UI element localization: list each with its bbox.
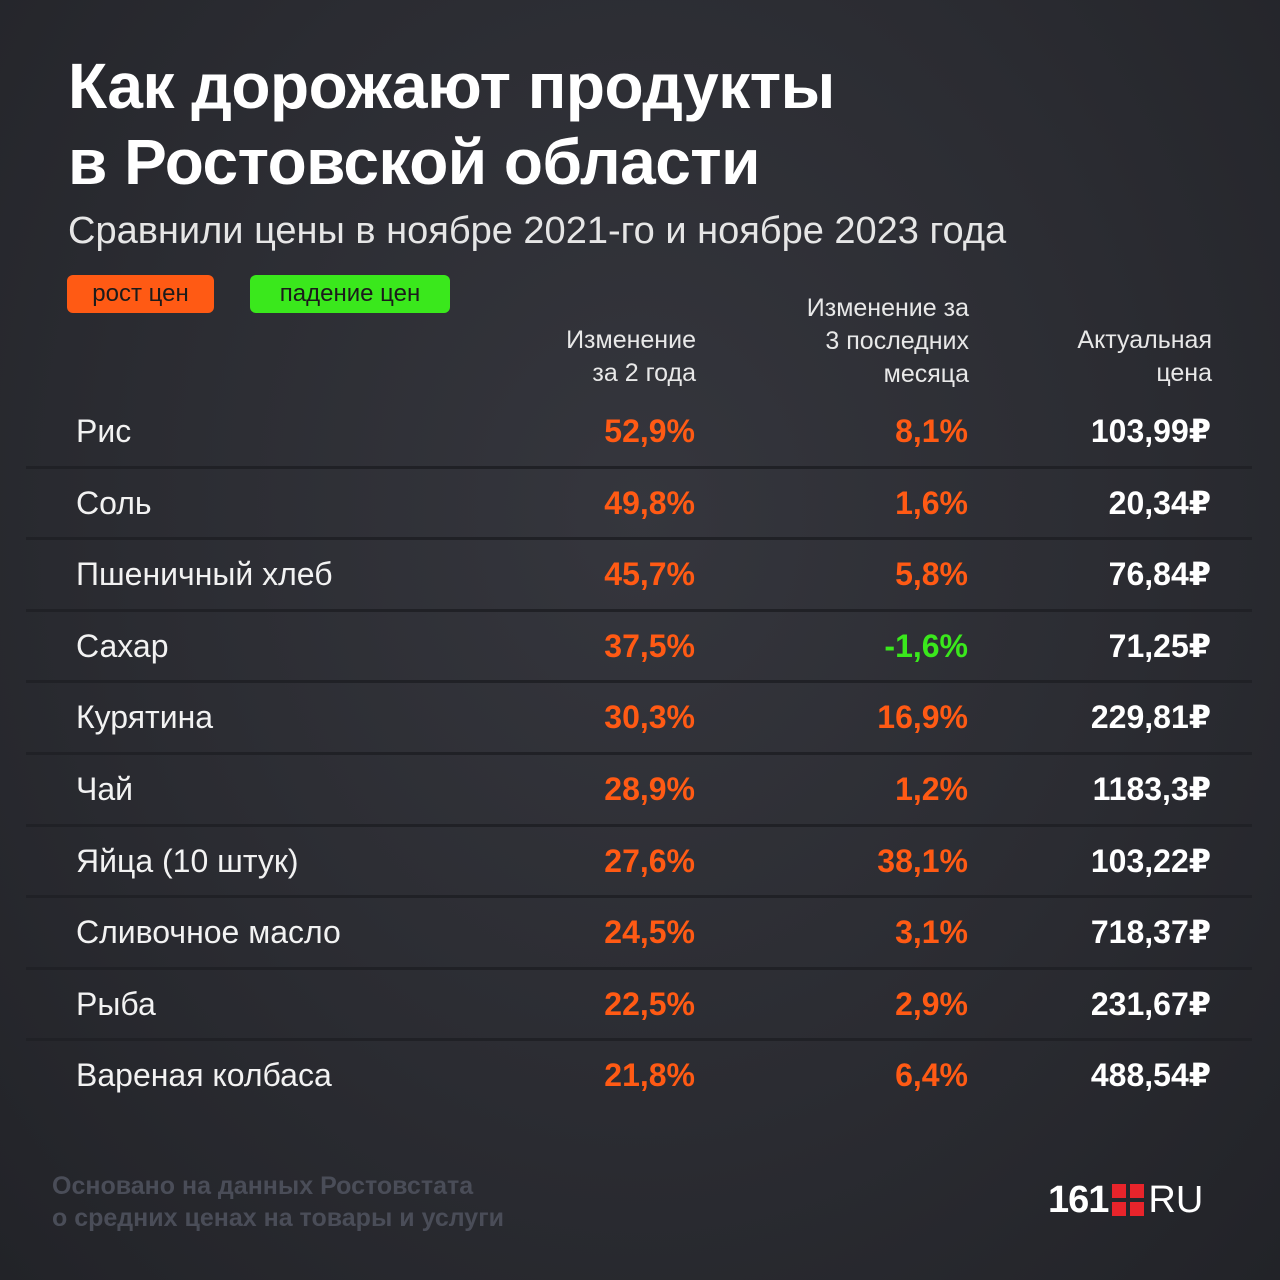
change-3m-value: 3,1% xyxy=(895,914,968,951)
change-2y-value: 28,9% xyxy=(604,770,695,807)
product-name: Соль xyxy=(76,484,152,521)
product-name: Сливочное масло xyxy=(76,914,341,951)
current-price: 20,34₽ xyxy=(1108,484,1211,521)
current-price: 103,99₽ xyxy=(1090,413,1211,449)
table-row: Чай 28,9% 1,2% 1183,3₽ xyxy=(26,755,1252,827)
current-price: 231,67₽ xyxy=(1090,985,1211,1022)
current-price: 1183,3₽ xyxy=(1092,770,1211,807)
product-name: Рыба xyxy=(76,985,156,1022)
product-name: Чай xyxy=(76,770,133,807)
table-row: Рыба 22,5% 2,9% 231,67₽ xyxy=(26,970,1252,1042)
change-2y-value: 22,5% xyxy=(604,985,695,1022)
logo-number: 161 xyxy=(1048,1179,1109,1221)
column-header-change-3m: Изменение за 3 последних месяца xyxy=(806,294,969,388)
page-title: Как дорожают продукты в Ростовской облас… xyxy=(68,48,835,200)
product-name: Яйца (10 штук) xyxy=(76,842,299,879)
subtitle: Сравнили цены в ноябре 2021-го и ноябре … xyxy=(68,210,1007,252)
source-note-line-1: Основано на данных Ростовстата xyxy=(52,1172,474,1200)
change-2y-value: 24,5% xyxy=(604,914,695,951)
table-row: Яйца (10 штук) 27,6% 38,1% 103,22₽ xyxy=(26,827,1252,899)
change-2y-value: 30,3% xyxy=(604,699,695,736)
product-name: Курятина xyxy=(76,699,214,736)
change-3m-value: 1,6% xyxy=(895,484,968,521)
change-3m-value: 38,1% xyxy=(877,842,968,879)
table-row: Рис 52,9% 8,1% 103,99₽ xyxy=(26,397,1252,469)
product-name: Сахар xyxy=(76,627,169,664)
site-logo: 161 RU xyxy=(1048,1178,1203,1222)
change-3m-value: 8,1% xyxy=(895,413,968,449)
change-2y-value: 21,8% xyxy=(604,1057,695,1094)
current-price: 718,37₽ xyxy=(1090,914,1211,951)
change-3m-value: 16,9% xyxy=(877,699,968,736)
product-name: Пшеничный хлеб xyxy=(76,556,333,593)
table-row: Соль 49,8% 1,6% 20,34₽ xyxy=(26,469,1252,541)
legend-price-increase: рост цен xyxy=(67,275,214,313)
change-3m-value: 2,9% xyxy=(895,985,968,1022)
table-row: Курятина 30,3% 16,9% 229,81₽ xyxy=(26,683,1252,755)
column-header-change-2y: Изменение за 2 года xyxy=(566,326,696,387)
price-table: Рис 52,9% 8,1% 103,99₽ Соль 49,8% 1,6% 20,34₽ Пш… xyxy=(26,397,1252,1113)
change-3m-value: -1,6% xyxy=(884,627,968,664)
change-3m-value: 6,4% xyxy=(895,1057,968,1094)
change-2y-value: 27,6% xyxy=(604,842,695,879)
change-3m-value: 5,8% xyxy=(895,556,968,593)
table-row: Сливочное масло 24,5% 3,1% 718,37₽ xyxy=(26,898,1252,970)
change-2y-value: 45,7% xyxy=(604,556,695,593)
column-header-price: Актуальная цена xyxy=(1077,326,1212,387)
title-line-1: Как дорожают продукты xyxy=(68,50,835,122)
title-line-2: в Ростовской области xyxy=(68,126,760,198)
change-2y-value: 49,8% xyxy=(604,484,695,521)
current-price: 103,22₽ xyxy=(1090,842,1211,879)
change-2y-value: 52,9% xyxy=(604,413,695,449)
source-note-line-2: о средних ценах на товары и услуги xyxy=(52,1204,504,1232)
table-row: Вареная колбаса 21,8% 6,4% 488,54₽ xyxy=(26,1041,1252,1113)
change-2y-value: 37,5% xyxy=(604,627,695,664)
product-name: Рис xyxy=(76,413,132,449)
current-price: 71,25₽ xyxy=(1108,627,1211,664)
change-3m-value: 1,2% xyxy=(895,770,968,807)
legend-price-decrease: падение цен xyxy=(250,275,450,313)
product-name: Вареная колбаса xyxy=(76,1057,332,1094)
table-row: Пшеничный хлеб 45,7% 5,8% 76,84₽ xyxy=(26,540,1252,612)
current-price: 229,81₽ xyxy=(1090,699,1211,736)
table-row: Сахар 37,5% -1,6% 71,25₽ xyxy=(26,612,1252,684)
logo-suffix: RU xyxy=(1148,1179,1204,1221)
logo-square-icon xyxy=(1112,1184,1145,1216)
current-price: 488,54₽ xyxy=(1090,1057,1211,1094)
current-price: 76,84₽ xyxy=(1108,556,1211,593)
source-note: Основано на данных Ростовстата о средних… xyxy=(52,1170,504,1234)
